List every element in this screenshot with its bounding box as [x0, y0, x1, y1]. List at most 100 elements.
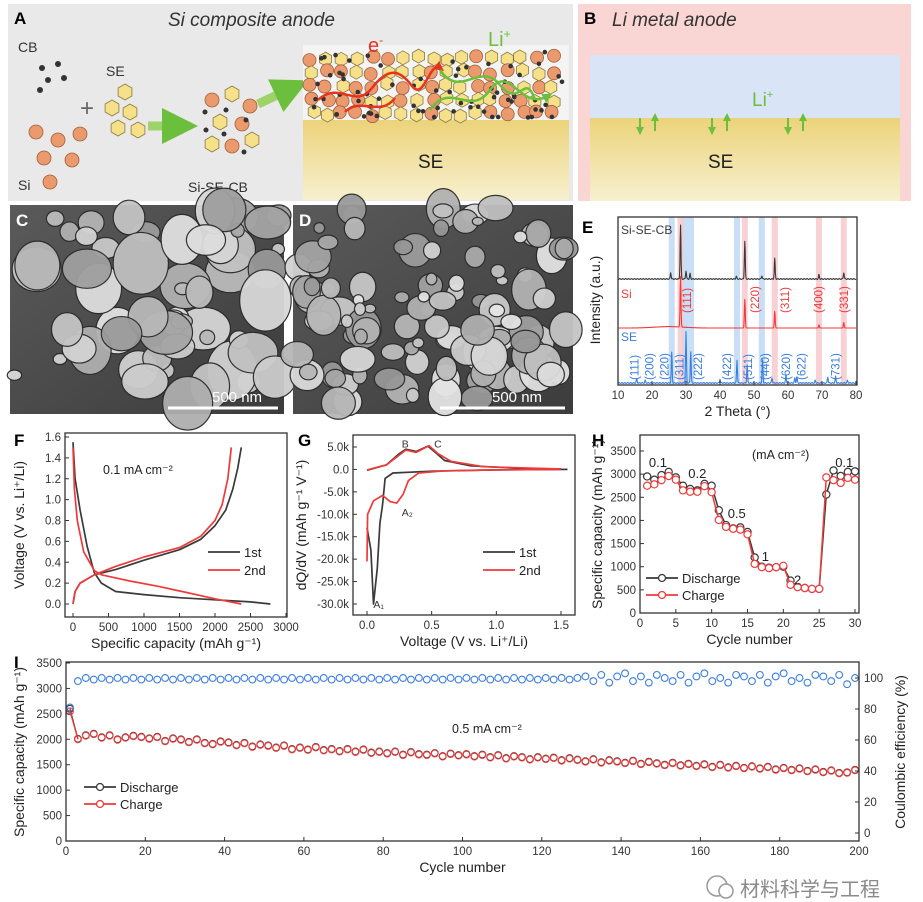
sem-particle [548, 311, 583, 349]
y-tick-label: 0.8 [45, 516, 61, 528]
carbon-black-particle [464, 64, 469, 70]
sem-particle [393, 238, 414, 256]
data-point [161, 674, 170, 682]
data-point [740, 672, 748, 681]
data-point [430, 674, 439, 682]
arrow-icon [256, 79, 309, 112]
sem-particle [353, 302, 367, 316]
sem-particle [239, 269, 292, 332]
data-point [383, 674, 392, 682]
si-particle [72, 126, 88, 142]
scale-bar-label: 500 nm [492, 389, 542, 406]
data-point [795, 764, 804, 773]
data-point [137, 675, 146, 684]
data-point [557, 756, 566, 765]
legend-label: 2nd [244, 563, 266, 578]
x-tick-label: 20 [646, 390, 659, 402]
se-particle [321, 107, 334, 123]
data-point [422, 751, 431, 760]
data-point [264, 741, 273, 750]
peak-label: (220) [660, 353, 672, 380]
carbon-black-particle [334, 112, 339, 117]
se-particle [439, 108, 453, 123]
sem-particle [460, 313, 495, 346]
carbon-black-particle [313, 96, 318, 102]
panel-label: A [14, 9, 26, 28]
data-point [256, 740, 265, 749]
si-particle [469, 49, 484, 64]
panel-label: G [298, 431, 311, 450]
se-particle [468, 105, 482, 121]
data-point [829, 466, 838, 475]
data-point [771, 672, 780, 681]
sem-particle [448, 274, 465, 292]
se-layer-label: SE [418, 152, 443, 173]
data-point [533, 675, 542, 684]
data-point [676, 670, 685, 679]
legend-label: Discharge [682, 571, 741, 586]
lithium-path-arrow [428, 80, 553, 111]
sem-particle [417, 291, 431, 303]
se-particle [454, 49, 468, 65]
data-point [438, 675, 447, 684]
data-point [216, 675, 225, 684]
carbon-black-particle [455, 66, 461, 72]
data-point [208, 674, 217, 682]
data-point [375, 748, 384, 756]
se-particle [412, 48, 425, 64]
sem-particle [14, 240, 61, 291]
se-particle [117, 83, 133, 101]
plot-frame-i [65, 661, 860, 842]
data-point [652, 759, 661, 768]
legend-marker [657, 590, 667, 600]
data-point [850, 475, 860, 484]
sem-particle [500, 313, 523, 331]
data-point [486, 675, 495, 684]
data-point [319, 674, 328, 682]
data-point [829, 475, 838, 485]
sem-particle [432, 219, 450, 238]
data-point [280, 675, 289, 684]
panel-title: Li metal anode [612, 10, 737, 31]
highlight-band-blue [734, 217, 740, 385]
x-tick-label: 20 [139, 846, 152, 858]
data-point [800, 583, 810, 593]
lithium-ion-label: Li+ [752, 89, 773, 111]
data-point [708, 677, 717, 686]
data-point [843, 473, 853, 483]
highlight-band-blue [682, 217, 695, 385]
annotation: 0.1 mA cm⁻² [103, 463, 173, 477]
data-point [716, 674, 725, 682]
data-point [650, 480, 659, 489]
data-point [724, 763, 733, 772]
sem-particle [303, 276, 321, 297]
x-tick-label: 140 [612, 846, 631, 858]
x-tick-label: 70 [816, 390, 829, 402]
peak-label: (222) [693, 353, 705, 380]
data-point [192, 674, 201, 682]
y-tick-label: -5.0k [323, 487, 349, 499]
data-point [728, 524, 738, 533]
y-axis-label: Specific capacity (mAh g⁻¹) [589, 439, 605, 609]
sem-particle [298, 363, 318, 381]
data-point [557, 674, 566, 682]
data-point [335, 674, 344, 682]
data-point [518, 753, 526, 762]
data-point [549, 754, 558, 763]
carbon-black-particle [365, 53, 371, 59]
peak-label: (111) [682, 288, 694, 313]
panel-label: F [14, 431, 24, 450]
se-particle [110, 119, 126, 137]
carbon-black-particle [418, 76, 423, 82]
y2-tick-label: 60 [864, 735, 877, 747]
data-point [684, 678, 693, 687]
data-point [660, 674, 669, 682]
sem-particle [343, 216, 366, 241]
data-point [743, 530, 752, 539]
data-point [811, 670, 820, 679]
data-point [692, 672, 701, 681]
x-tick-label: 0.0 [359, 620, 375, 632]
carbon-black-particle [453, 73, 459, 78]
carbon-black-particle [559, 79, 565, 85]
carbon-black-particle [390, 82, 395, 88]
